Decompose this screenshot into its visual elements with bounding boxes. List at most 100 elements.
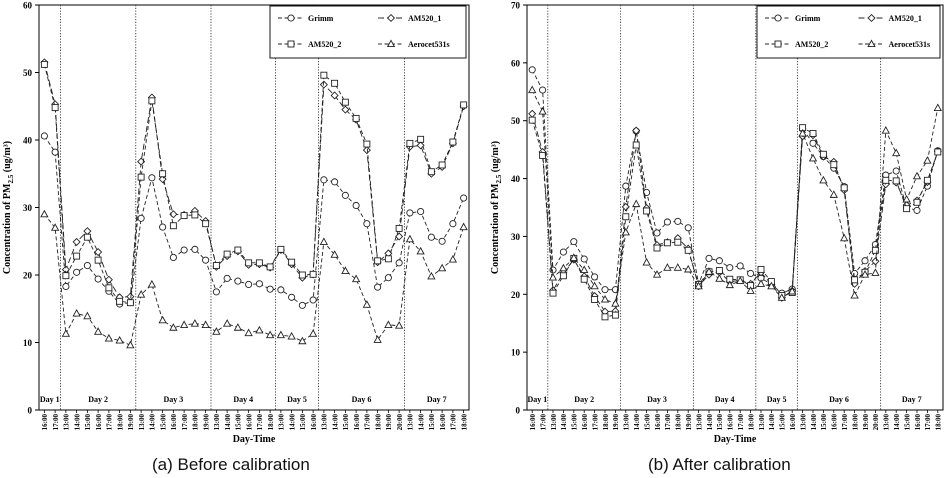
x-tick-label: 13:00 bbox=[63, 414, 71, 431]
data-point-Grimm bbox=[94, 275, 102, 283]
data-point-AM520_2 bbox=[903, 205, 911, 213]
data-point-Grimm bbox=[601, 286, 609, 294]
data-point-AM520_2 bbox=[632, 141, 640, 149]
series-line-AM520_1 bbox=[531, 113, 939, 313]
data-point-AM520_1 bbox=[632, 126, 641, 135]
x-tick-label: 15:00 bbox=[299, 414, 307, 431]
series-line-AM520_1 bbox=[43, 62, 465, 298]
day-label-2: Day 2 bbox=[574, 395, 594, 404]
data-point-AM520_2 bbox=[40, 60, 48, 68]
data-point-Grimm bbox=[528, 66, 536, 74]
data-point-Grimm bbox=[559, 248, 567, 256]
data-point-AM520_2 bbox=[674, 238, 682, 246]
data-point-AM520_2 bbox=[137, 173, 145, 181]
day-label-4: Day 4 bbox=[715, 395, 735, 404]
data-point-AM520_2 bbox=[460, 101, 468, 109]
series-AM520_2 bbox=[40, 60, 468, 307]
data-point-Grimm bbox=[363, 220, 371, 228]
data-point-AM520_2 bbox=[277, 245, 285, 253]
data-point-AM520_2 bbox=[148, 97, 156, 105]
data-point-AM520_2 bbox=[266, 263, 274, 271]
x-tick-label: 15:00 bbox=[159, 414, 167, 431]
y-tick-label: 20 bbox=[511, 290, 521, 300]
data-point-Aerocet531s bbox=[448, 254, 458, 263]
data-point-Aerocet531s bbox=[798, 128, 807, 137]
y-tick-label: 50 bbox=[23, 68, 33, 78]
data-point-Aerocet531s bbox=[373, 335, 382, 343]
data-point-AM520_2 bbox=[663, 239, 671, 247]
x-tick-label: 16:00 bbox=[831, 414, 839, 431]
data-point-Aerocet531s bbox=[590, 281, 599, 290]
day-label-5: Day 5 bbox=[767, 395, 787, 404]
x-tick-label: 16:00 bbox=[245, 414, 253, 431]
x-tick-label: 16:00 bbox=[95, 414, 103, 431]
data-point-AM520_2 bbox=[851, 276, 859, 284]
data-point-Grimm bbox=[622, 182, 630, 190]
data-point-Aerocet531s bbox=[244, 328, 253, 337]
legend-marker-Grimm bbox=[287, 14, 295, 22]
data-point-Grimm bbox=[809, 139, 817, 147]
day-label-6: Day 6 bbox=[829, 395, 849, 404]
data-point-AM520_2 bbox=[180, 212, 188, 220]
data-point-Aerocet531s bbox=[569, 253, 578, 261]
data-point-AM520_2 bbox=[116, 297, 124, 305]
data-point-AM520_2 bbox=[819, 150, 827, 158]
legend-label-AM520_2: AM520_2 bbox=[795, 40, 828, 49]
data-point-Aerocet531s bbox=[384, 320, 393, 328]
data-point-Aerocet531s bbox=[40, 209, 49, 218]
data-point-Aerocet531s bbox=[673, 263, 682, 271]
x-tick-label: 20:00 bbox=[872, 414, 880, 431]
data-point-AM520_2 bbox=[298, 271, 306, 279]
legend-marker-AM520_2 bbox=[287, 40, 295, 48]
data-point-Aerocet531s bbox=[642, 257, 651, 266]
data-point-Aerocet531s bbox=[694, 281, 703, 290]
data-point-Grimm bbox=[255, 280, 263, 288]
data-point-Aerocet531s bbox=[255, 325, 264, 334]
data-point-Aerocet531s bbox=[147, 279, 157, 288]
data-point-Aerocet531s bbox=[104, 333, 114, 342]
series-line-AM520_2 bbox=[531, 120, 939, 318]
data-point-AM520_2 bbox=[580, 275, 588, 283]
data-point-AM520_2 bbox=[882, 176, 890, 184]
data-point-Grimm bbox=[148, 174, 156, 182]
chart-panel-2: 0 10 20 30 40 50 60 70 Concentration of PM2.5 (u… bbox=[490, 1, 944, 445]
legend-label-Aerocet531s: Aerocet531s bbox=[408, 40, 450, 49]
data-point-Aerocet531s bbox=[923, 156, 932, 164]
data-point-Grimm bbox=[384, 274, 392, 282]
data-point-AM520_2 bbox=[830, 161, 838, 169]
data-point-Grimm bbox=[62, 282, 70, 291]
series-line-Grimm bbox=[44, 135, 465, 306]
x-tick-label: 16:00 bbox=[353, 414, 361, 431]
data-point-Grimm bbox=[726, 264, 734, 272]
x-tick-label: 13:00 bbox=[213, 414, 221, 431]
legend-box bbox=[756, 5, 941, 59]
data-point-Aerocet531s bbox=[611, 299, 620, 307]
data-point-Grimm bbox=[202, 256, 210, 264]
data-point-Grimm bbox=[266, 285, 274, 293]
data-point-AM520_2 bbox=[417, 135, 425, 143]
data-point-AM520_2 bbox=[374, 257, 382, 265]
data-point-Aerocet531s bbox=[298, 336, 307, 345]
legend-label-Aerocet531s: Aerocet531s bbox=[889, 40, 931, 49]
data-point-Grimm bbox=[417, 207, 425, 216]
data-point-AM520_2 bbox=[715, 267, 723, 275]
data-point-AM520_1 bbox=[158, 175, 167, 184]
data-point-Aerocet531s bbox=[265, 330, 275, 339]
y-tick-label: 30 bbox=[23, 203, 33, 213]
day-label-3: Day 3 bbox=[647, 395, 667, 404]
data-point-AM520_1 bbox=[416, 141, 425, 150]
legend-label-AM520_1: AM520_1 bbox=[889, 14, 922, 23]
data-point-AM520_2 bbox=[601, 313, 609, 321]
data-point-Grimm bbox=[341, 191, 349, 199]
data-point-Grimm bbox=[539, 86, 547, 94]
x-tick-label: 15:00 bbox=[84, 414, 92, 431]
x-tick-label: 16:00 bbox=[654, 414, 662, 431]
data-point-Grimm bbox=[245, 280, 253, 289]
data-point-AM520_2 bbox=[406, 139, 414, 147]
data-point-Aerocet531s bbox=[416, 246, 425, 255]
x-tick-label: 15:00 bbox=[903, 414, 911, 431]
data-point-Aerocet531s bbox=[725, 280, 734, 289]
x-tick-label: 19:00 bbox=[385, 414, 393, 431]
series-Grimm bbox=[40, 132, 468, 309]
x-tick-label: 13:00 bbox=[799, 414, 807, 431]
